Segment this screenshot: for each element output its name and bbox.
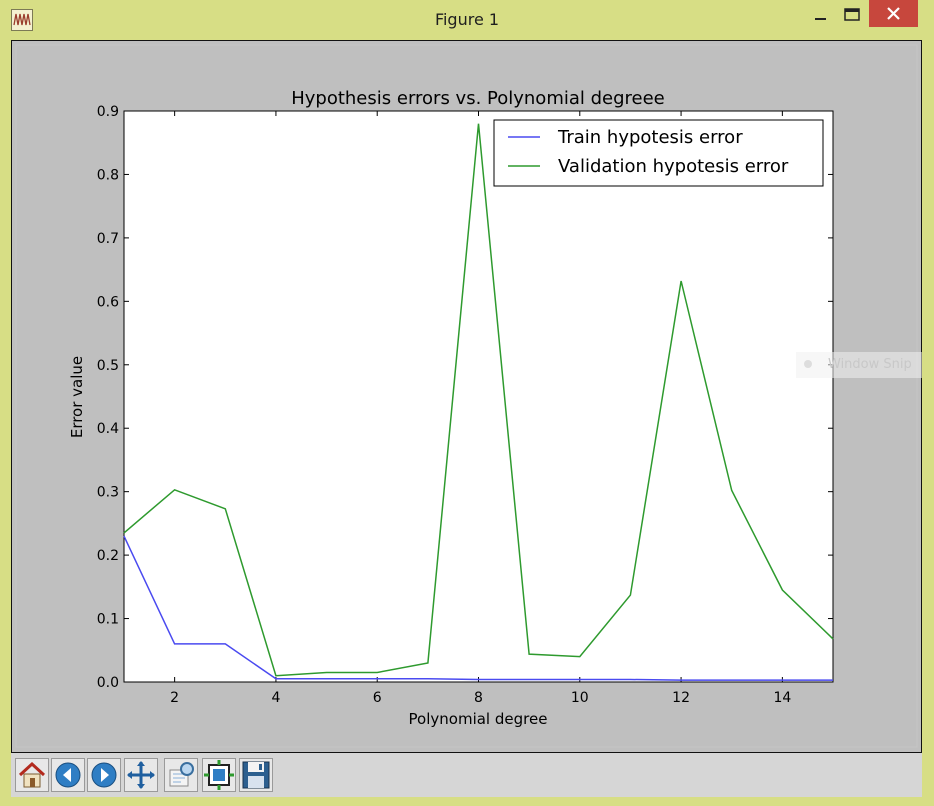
subplots-button[interactable] [202, 758, 236, 792]
window-snip-text: Window Snip [828, 357, 912, 372]
x-tick-label: 6 [373, 690, 382, 706]
home-icon [15, 758, 49, 792]
pan-icon [124, 758, 158, 792]
legend-label-validation: Validation hypotesis error [558, 156, 789, 177]
navigation-toolbar [11, 753, 922, 797]
window-title: Figure 1 [434, 10, 500, 29]
close-button[interactable] [869, 0, 918, 27]
legend-label-train: Train hypotesis error [557, 127, 743, 148]
x-tick-label: 14 [773, 690, 791, 706]
home-button[interactable] [15, 758, 49, 792]
subplots-icon [202, 758, 236, 792]
plot-area [123, 110, 834, 683]
save-button[interactable] [239, 758, 273, 792]
title-bar: Figure 1 [0, 0, 934, 40]
maximize-button[interactable] [835, 2, 869, 28]
back-icon [51, 758, 85, 792]
minimize-button[interactable] [804, 2, 838, 28]
y-tick-label: 0.7 [97, 231, 119, 247]
zoom-icon [164, 758, 198, 792]
x-tick-label: 10 [571, 690, 589, 706]
y-tick-label: 0.4 [97, 421, 119, 437]
y-tick-label: 0.1 [97, 612, 119, 628]
legend: Train hypotesis error Validation hypotes… [493, 119, 824, 187]
forward-icon [87, 758, 121, 792]
y-tick-label: 0.9 [97, 104, 119, 120]
y-axis-label: Error value [68, 356, 86, 438]
y-tick-label: 0.3 [97, 485, 119, 501]
zoom-button[interactable] [164, 758, 198, 792]
pan-button[interactable] [124, 758, 158, 792]
y-tick-label: 0.8 [97, 167, 119, 183]
app-icon [11, 9, 33, 31]
window-snip-overlay: Window Snip [796, 352, 922, 378]
train-error-line [123, 535, 833, 681]
y-tick-label: 0.6 [97, 294, 119, 310]
y-tick-label: 0.0 [97, 675, 119, 691]
chart-title: Hypothesis errors vs. Polynomial degreee [291, 88, 665, 109]
y-tick-label: 0.5 [97, 358, 119, 374]
x-tick-label: 4 [271, 690, 280, 706]
x-tick-label: 12 [672, 690, 690, 706]
figure-canvas: 0.0 0.1 0.2 0.3 0.4 0.5 0.6 0.7 0.8 0.9 2 4 6 8 10 12 1… [11, 40, 922, 753]
x-tick-label: 8 [474, 690, 483, 706]
back-button[interactable] [51, 758, 85, 792]
snip-dot-icon [804, 360, 812, 368]
x-tick-label: 2 [170, 690, 179, 706]
forward-button[interactable] [87, 758, 121, 792]
save-icon [239, 758, 273, 792]
chart: 0.0 0.1 0.2 0.3 0.4 0.5 0.6 0.7 0.8 0.9 2 4 6 8 10 12 1… [12, 41, 921, 752]
validation-error-line [123, 123, 834, 677]
y-tick-label: 0.2 [97, 548, 119, 564]
x-axis-label: Polynomial degree [409, 710, 548, 728]
